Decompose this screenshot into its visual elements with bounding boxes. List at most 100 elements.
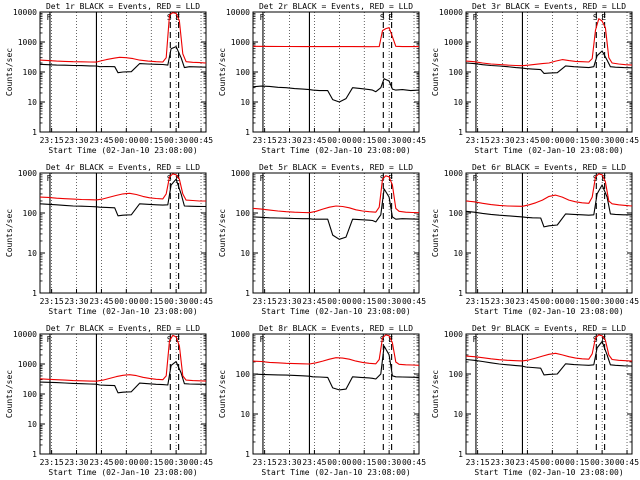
series-line-lld <box>39 173 206 202</box>
x-tick-label: 23:30 <box>277 136 301 145</box>
x-tick-label: 23:15 <box>40 297 64 306</box>
x-tick-label: 00:00 <box>114 297 138 306</box>
y-axis-label: Counts/sec <box>218 370 227 418</box>
marker-label: S <box>380 13 385 22</box>
y-axis-label: Counts/sec <box>431 48 440 96</box>
x-axis-label: Start Time (02-Jan-10 23:08:00) <box>48 468 197 477</box>
marker-label: S <box>380 174 385 183</box>
series-line-events <box>39 361 207 394</box>
y-tick-label: 1 <box>32 289 37 298</box>
chart-title: Det 6r BLACK = Events, RED = LLD <box>472 163 626 172</box>
x-tick-label: 23:15 <box>40 458 64 467</box>
x-axis-label: Start Time (02-Jan-10 23:08:00) <box>48 146 197 155</box>
y-tick-label: 1000 <box>231 169 250 178</box>
plot-frame <box>39 172 207 294</box>
y-tick-label: 100 <box>449 370 464 379</box>
y-tick-label: 10 <box>27 98 37 107</box>
x-tick-label: 23:15 <box>253 136 277 145</box>
plot-frame <box>465 172 633 294</box>
series-line-events <box>465 184 632 228</box>
series-line-events <box>252 78 420 103</box>
y-tick-label: 10 <box>453 249 463 258</box>
x-tick-label: 00:00 <box>540 458 564 467</box>
x-tick-label: 00:15 <box>352 458 376 467</box>
y-tick-label: 1000 <box>444 330 463 339</box>
y-tick-label: 1 <box>245 289 250 298</box>
x-tick-label: 00:30 <box>590 136 614 145</box>
series-line-events <box>252 188 420 240</box>
y-axis-label: Counts/sec <box>5 209 14 257</box>
x-axis-label: Start Time (02-Jan-10 23:08:00) <box>474 307 623 316</box>
y-tick-label: 1 <box>32 450 37 459</box>
y-tick-label: 1000 <box>231 38 250 47</box>
series-line-lld <box>39 12 207 64</box>
x-tick-label: 00:15 <box>352 136 376 145</box>
x-tick-label: 00:00 <box>327 136 351 145</box>
detector-panel-1: 23:15 23:30 23:45 00:00 00:15 00:30 00:45 1 10 10… <box>5 2 213 155</box>
y-axis-label: Counts/sec <box>218 48 227 96</box>
series-line-lld <box>252 175 420 214</box>
x-tick-label: 00:00 <box>327 458 351 467</box>
x-tick-label: 23:30 <box>277 297 301 306</box>
marker-label: F <box>473 335 478 344</box>
plot-frame <box>252 333 420 455</box>
y-tick-label: 1000 <box>18 360 37 369</box>
chart-title: Det 9r BLACK = Events, RED = LLD <box>472 324 626 333</box>
x-axis-label: Start Time (02-Jan-10 23:08:00) <box>261 307 410 316</box>
marker-label: E <box>601 335 606 344</box>
x-tick-label: 23:15 <box>466 458 490 467</box>
y-tick-label: 100 <box>23 209 38 218</box>
x-tick-label: 23:45 <box>302 458 326 467</box>
detector-panel-8: 23:15 23:30 23:45 00:00 00:15 00:30 00:45 1 10 10… <box>218 324 426 477</box>
plot-frame <box>465 11 633 133</box>
x-tick-label: 00:15 <box>565 458 589 467</box>
y-tick-label: 1000 <box>444 169 463 178</box>
y-tick-label: 10 <box>453 410 463 419</box>
x-tick-label: 00:45 <box>402 458 426 467</box>
x-tick-label: 00:30 <box>590 458 614 467</box>
marker-label: F <box>47 335 52 344</box>
y-tick-label: 10 <box>27 249 37 258</box>
marker-label: F <box>47 174 52 183</box>
x-tick-label: 00:00 <box>540 297 564 306</box>
y-tick-label: 1 <box>245 128 250 137</box>
x-tick-label: 00:00 <box>114 458 138 467</box>
x-tick-label: 23:45 <box>302 297 326 306</box>
y-tick-label: 10000 <box>439 8 463 17</box>
x-tick-label: 00:45 <box>402 136 426 145</box>
plot-frame <box>252 172 420 294</box>
series-line-lld <box>39 334 207 382</box>
x-tick-label: 23:15 <box>253 297 277 306</box>
x-tick-label: 00:15 <box>352 297 376 306</box>
y-tick-label: 10000 <box>13 330 37 339</box>
marker-label: E <box>175 335 180 344</box>
y-tick-label: 100 <box>449 68 464 77</box>
x-tick-label: 23:15 <box>466 297 490 306</box>
y-tick-label: 10 <box>453 98 463 107</box>
x-tick-label: 00:45 <box>189 136 213 145</box>
x-tick-label: 23:30 <box>64 136 88 145</box>
x-tick-label: 23:45 <box>89 297 113 306</box>
y-tick-label: 1000 <box>18 169 37 178</box>
x-tick-label: 00:30 <box>590 297 614 306</box>
x-tick-label: 00:15 <box>565 136 589 145</box>
x-tick-label: 00:45 <box>615 458 639 467</box>
series-line-lld <box>465 173 633 207</box>
detector-panel-3: 23:15 23:30 23:45 00:00 00:15 00:30 00:45 1 10 10… <box>431 2 639 155</box>
marker-label: F <box>260 13 265 22</box>
detector-panel-7: 23:15 23:30 23:45 00:00 00:15 00:30 00:45 1 10 10… <box>5 324 213 477</box>
y-tick-label: 1 <box>245 450 250 459</box>
series-line-lld <box>465 334 633 362</box>
y-tick-label: 100 <box>236 68 251 77</box>
detector-panel-5: 23:15 23:30 23:45 00:00 00:15 00:30 00:45 1 10 10… <box>218 163 426 316</box>
y-axis-label: Counts/sec <box>431 370 440 418</box>
x-tick-label: 23:45 <box>89 136 113 145</box>
x-tick-label: 00:15 <box>139 458 163 467</box>
x-tick-label: 23:45 <box>515 458 539 467</box>
chart-title: Det 1r BLACK = Events, RED = LLD <box>46 2 200 11</box>
chart-title: Det 5r BLACK = Events, RED = LLD <box>259 163 413 172</box>
x-tick-label: 23:15 <box>466 136 490 145</box>
chart-title: Det 2r BLACK = Events, RED = LLD <box>259 2 413 11</box>
y-axis-label: Counts/sec <box>431 209 440 257</box>
